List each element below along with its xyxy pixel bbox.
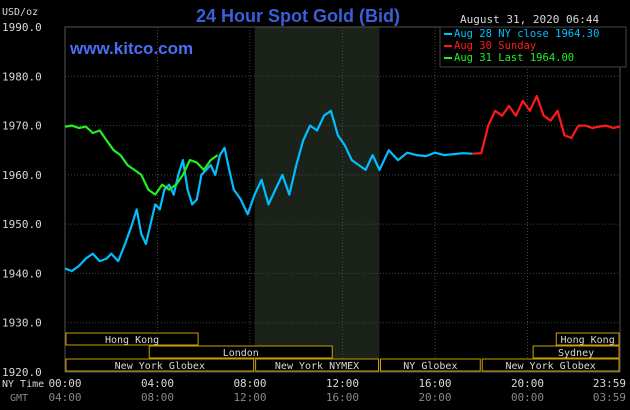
market-session-label: Hong Kong — [105, 335, 159, 346]
nymex-session-shade — [254, 27, 380, 372]
x-tick-label-gmt: 00:00 — [511, 391, 544, 404]
market-session-box — [555, 332, 620, 346]
x-tick-label-gmt: 16:00 — [326, 391, 359, 404]
market-session-label: New York Globex — [115, 361, 205, 372]
market-session-box — [148, 345, 333, 359]
y-tick-label: 1970.0 — [2, 120, 42, 133]
market-session-box — [481, 358, 620, 372]
legend-entry: Aug 28 NY close 1964.30 — [454, 28, 599, 40]
market-session-label: Sydney — [558, 348, 594, 359]
market-session-box — [255, 358, 379, 372]
y-tick-label: 1950.0 — [2, 218, 42, 231]
x-axis-gmt-label: GMT — [10, 393, 28, 404]
x-tick-label-nytime: 00:00 — [48, 377, 81, 390]
legend-box — [439, 26, 627, 68]
y-tick-label: 1960.0 — [2, 169, 42, 182]
market-session-box — [532, 345, 620, 359]
market-session-label: London — [223, 348, 259, 359]
x-axis-nytime-label: NY Time — [2, 379, 44, 390]
y-axis-unit: USD/oz — [2, 7, 38, 18]
market-session-box — [65, 332, 199, 346]
x-tick-label-gmt: 03:59 — [593, 391, 626, 404]
x-tick-label-gmt: 08:00 — [141, 391, 174, 404]
y-tick-label: 1930.0 — [2, 317, 42, 330]
chart-title: 24 Hour Spot Gold (Bid) — [196, 6, 400, 26]
legend-entry: Aug 31 Last 1964.00 — [454, 52, 574, 64]
market-session-label: New York NYMEX — [275, 361, 359, 372]
market-session-box — [65, 358, 255, 372]
plot-frame — [64, 26, 621, 373]
market-session-label: Hong Kong — [561, 335, 615, 346]
x-tick-label-nytime: 08:00 — [233, 377, 266, 390]
y-tick-label: 1920.0 — [2, 366, 42, 379]
x-tick-label-gmt: 12:00 — [233, 391, 266, 404]
x-tick-label-nytime: 16:00 — [418, 377, 451, 390]
price-series-line — [64, 109, 473, 273]
x-tick-label-gmt: 20:00 — [418, 391, 451, 404]
x-tick-label-nytime: 23:59 — [593, 377, 626, 390]
market-session-label: New York Globex — [505, 361, 595, 372]
chart-timestamp: August 31, 2020 06:44 — [460, 13, 599, 26]
y-tick-label: 1940.0 — [2, 267, 42, 280]
y-tick-label: 1990.0 — [2, 21, 42, 34]
price-series-line — [471, 94, 621, 155]
y-tick-label: 1980.0 — [2, 70, 42, 83]
x-tick-label-gmt: 04:00 — [48, 391, 81, 404]
price-series-line — [64, 124, 219, 196]
legend-entry: Aug 30 Sunday — [454, 40, 536, 52]
market-session-label: NY Globex — [403, 361, 457, 372]
x-tick-label-nytime: 04:00 — [141, 377, 174, 390]
x-tick-label-nytime: 20:00 — [511, 377, 544, 390]
x-tick-label-nytime: 12:00 — [326, 377, 359, 390]
market-session-box — [380, 358, 481, 372]
source-watermark: www.kitco.com — [69, 39, 193, 58]
